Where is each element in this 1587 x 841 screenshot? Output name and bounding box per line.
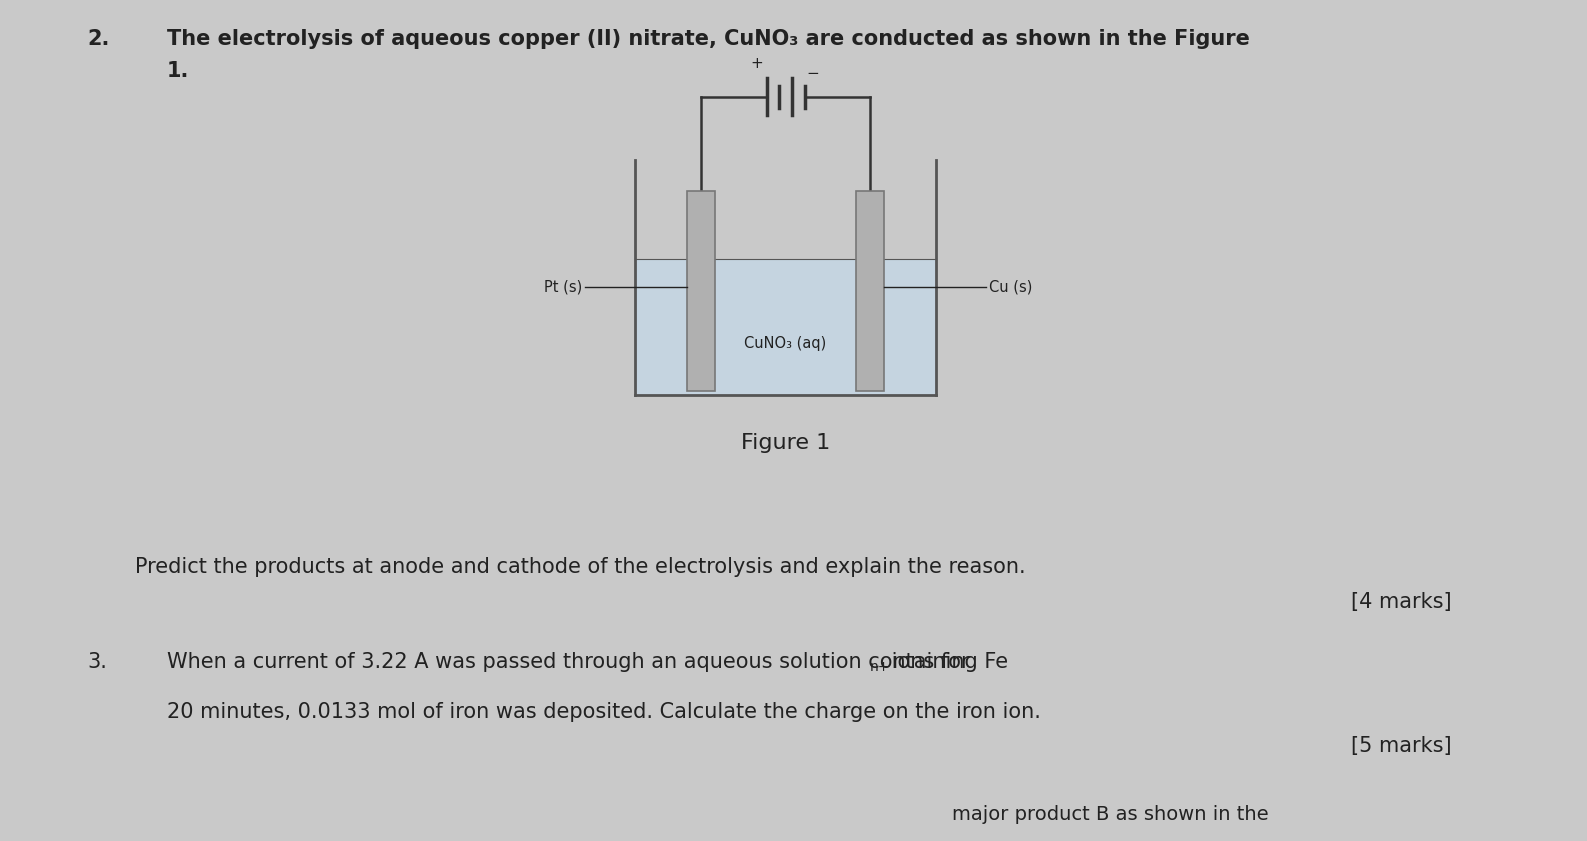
Text: +: + [751, 56, 763, 71]
Text: CuNO₃ (aq): CuNO₃ (aq) [744, 336, 827, 351]
Text: The electrolysis of aqueous copper (II) nitrate, CuNO₃ are conducted as shown in: The electrolysis of aqueous copper (II) … [167, 29, 1249, 50]
Text: Figure 1: Figure 1 [741, 433, 830, 453]
Text: ions for: ions for [884, 652, 970, 672]
Text: [5 marks]: [5 marks] [1352, 736, 1452, 756]
Text: 3.: 3. [87, 652, 108, 672]
Bar [687, 191, 716, 391]
Text: Pt (s): Pt (s) [544, 279, 582, 294]
Text: major product B as shown in the: major product B as shown in the [952, 805, 1270, 824]
Text: When a current of 3.22 A was passed through an aqueous solution containing Fe: When a current of 3.22 A was passed thro… [167, 652, 1008, 672]
Bar [855, 191, 884, 391]
Text: Cu (s): Cu (s) [989, 279, 1033, 294]
Text: 20 minutes, 0.0133 mol of iron was deposited. Calculate the charge on the iron i: 20 minutes, 0.0133 mol of iron was depos… [167, 702, 1041, 722]
Text: 1.: 1. [167, 61, 189, 81]
Bar [635, 259, 936, 395]
Text: [4 marks]: [4 marks] [1352, 592, 1452, 612]
Text: 2.: 2. [87, 29, 110, 50]
Text: −: − [806, 66, 819, 81]
Text: Predict the products at anode and cathode of the electrolysis and explain the re: Predict the products at anode and cathod… [135, 557, 1025, 577]
Text: n+: n+ [870, 660, 890, 674]
